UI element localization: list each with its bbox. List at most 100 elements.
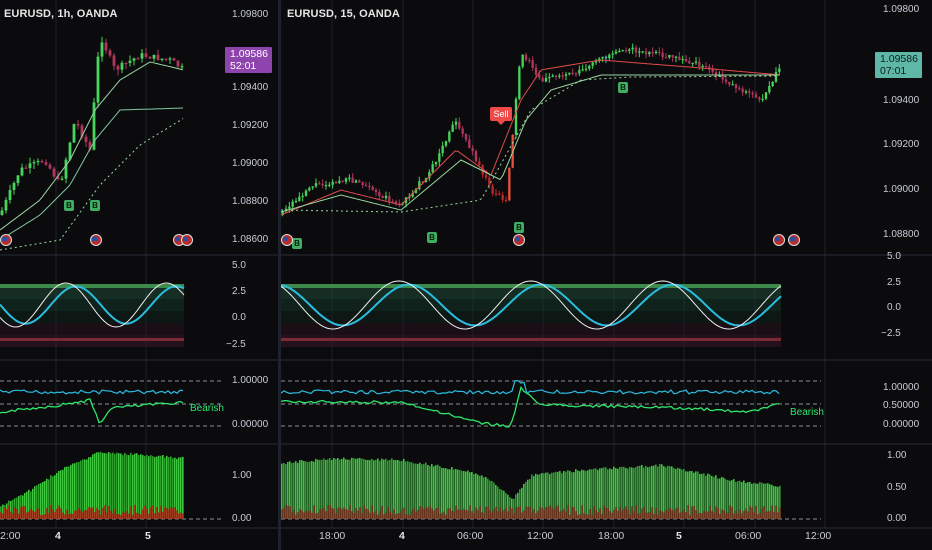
volume-bar: [669, 466, 671, 519]
candle-body: [541, 77, 544, 82]
volume-bar-red: [655, 507, 657, 519]
buy-signal-label[interactable]: B: [514, 222, 524, 233]
sell-signal-label[interactable]: Sell: [490, 107, 512, 125]
volume-bar: [359, 457, 361, 519]
symbol-title[interactable]: EURUSD, 15, OANDA: [287, 8, 400, 20]
buy-signal-label[interactable]: B: [618, 82, 628, 93]
volume-bar: [553, 472, 555, 519]
volume-bar: [92, 454, 94, 519]
buy-signal-label[interactable]: B: [427, 232, 437, 243]
volume-bar: [361, 458, 363, 519]
volume-bar-red: [579, 514, 581, 519]
volume-bar-red: [88, 507, 90, 519]
volume-bar-red: [377, 514, 379, 519]
volume-bar-red: [635, 505, 637, 519]
time-label: 12:00: [805, 530, 832, 542]
volume-bar: [659, 464, 661, 519]
volume-bar: [547, 472, 549, 519]
volume-bar-red: [144, 505, 146, 519]
symbol-title[interactable]: EURUSD, 1h, OANDA: [4, 8, 118, 20]
chart-15m-plot[interactable]: [281, 0, 932, 550]
volume-bar-red: [727, 512, 729, 519]
volume-bar: [325, 459, 327, 519]
candle-body: [20, 167, 24, 176]
volume-bar-red: [122, 512, 124, 519]
flag-icon[interactable]: [513, 234, 525, 246]
volume-bar: [641, 464, 643, 519]
volume-bar: [82, 459, 84, 519]
volume-bar-red: [603, 505, 605, 519]
volume-bar-red: [615, 507, 617, 519]
flag-icon[interactable]: [181, 234, 193, 246]
volume-bar: [429, 466, 431, 519]
moving-average-line: [0, 61, 184, 231]
buy-signal-label[interactable]: B: [90, 200, 100, 211]
volume-bar-red: [8, 505, 10, 519]
volume-bar: [561, 473, 563, 519]
price-tick: 1.09400: [232, 82, 269, 93]
volume-bar: [353, 458, 355, 519]
volume-bar: [351, 457, 353, 519]
volume-bar: [76, 462, 78, 519]
volume-bar-red: [120, 514, 122, 519]
flag-icon[interactable]: [773, 234, 785, 246]
volume-bar: [617, 468, 619, 519]
volume-bar: [108, 452, 110, 519]
candle-body: [298, 196, 301, 201]
chart-15m[interactable]: EURUSD, 15, OANDA 1.09800 1.09400 1.0920…: [281, 0, 932, 550]
volume-bar: [156, 456, 158, 519]
volume-bar-red: [455, 505, 457, 519]
candle-body: [671, 55, 674, 58]
flag-icon[interactable]: [90, 234, 102, 246]
volume-bar: [74, 463, 76, 519]
flag-icon[interactable]: [788, 234, 800, 246]
volume-bar-red: [152, 505, 154, 519]
volume-bar-red: [733, 513, 735, 519]
candle-body: [474, 151, 478, 162]
volume-bar-red: [387, 506, 389, 519]
volume-bar-red: [397, 513, 399, 519]
volume-bar: [541, 473, 543, 519]
volume-bar-red: [425, 507, 427, 519]
volume-bar: [369, 460, 371, 519]
volume-bar: [182, 456, 184, 519]
volume-bar-red: [305, 510, 307, 519]
volume-bar-red: [547, 507, 549, 519]
volume-bar: [461, 470, 463, 519]
volume-bar: [563, 471, 565, 519]
volume-bar-red: [291, 512, 293, 519]
volume-bar: [449, 469, 451, 519]
flag-icon[interactable]: [0, 234, 12, 246]
volume-bar-red: [651, 507, 653, 519]
volume-bar-red: [695, 510, 697, 519]
volume-bar-red: [707, 511, 709, 519]
candle-body: [391, 201, 394, 203]
buy-signal-label[interactable]: B: [292, 238, 302, 249]
volume-bar: [587, 470, 589, 519]
volume-bar: [329, 457, 331, 519]
volume-bar: [437, 464, 439, 519]
volume-bar-red: [713, 512, 715, 519]
candle-body: [434, 161, 438, 165]
flag-icon[interactable]: [281, 234, 293, 246]
volume-bar: [162, 455, 164, 519]
candle-body: [318, 183, 321, 185]
chart-divider[interactable]: [278, 0, 281, 550]
volume-bar: [533, 476, 535, 519]
osc-tick: −2.5: [226, 339, 246, 350]
volume-bar: [457, 469, 459, 519]
volume-bar-red: [20, 507, 22, 519]
chart-1h[interactable]: EURUSD, 1h, OANDA 1.09800 1.09400 1.0920…: [0, 0, 278, 550]
volume-bar: [335, 458, 337, 519]
volume-bar: [106, 453, 108, 519]
candle-body: [281, 211, 284, 215]
volume-bar: [575, 469, 577, 519]
candle-body: [441, 145, 444, 154]
volume-bar-red: [521, 512, 523, 519]
candle-body: [308, 187, 311, 191]
volume-bar-red: [585, 514, 587, 519]
volume-bar-red: [106, 512, 108, 519]
volume-bar: [757, 483, 759, 519]
buy-signal-label[interactable]: B: [64, 200, 74, 211]
chart-1h-plot[interactable]: [0, 0, 278, 550]
